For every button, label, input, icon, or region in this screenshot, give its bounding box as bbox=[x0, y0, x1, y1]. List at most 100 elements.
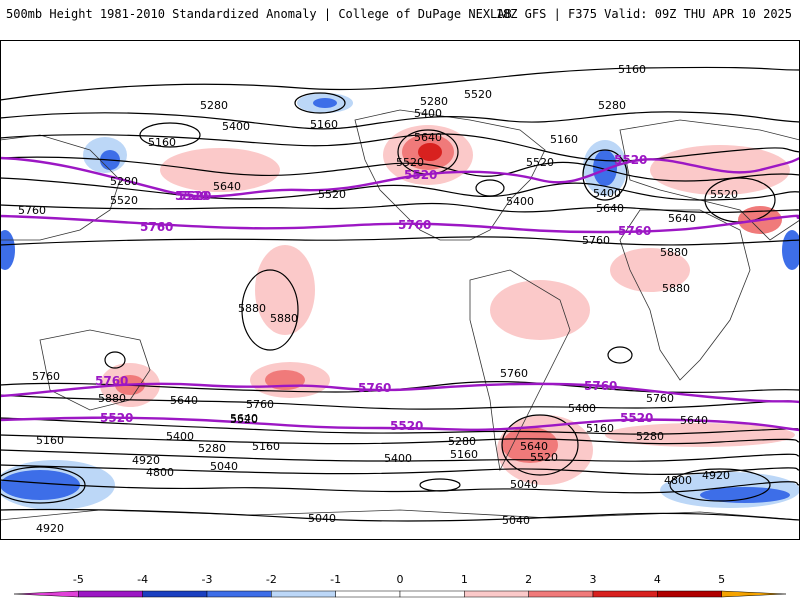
contour-label: 5520 bbox=[396, 156, 424, 169]
contour-line bbox=[0, 156, 800, 182]
contour-line bbox=[0, 66, 800, 101]
model-run-info: 18Z GFS | F375 Valid: 09Z THU APR 10 202… bbox=[495, 7, 792, 21]
highlight-label: 5520 bbox=[404, 168, 437, 182]
contour-label: 5280 bbox=[636, 430, 664, 443]
colorbar-segment bbox=[78, 590, 143, 598]
contour-label: 5520 bbox=[526, 156, 554, 169]
anomaly-neg-far-sw-core bbox=[0, 470, 80, 500]
anomaly-neg-far-se-core bbox=[700, 487, 790, 503]
coast-africa bbox=[619, 209, 751, 381]
contour-5760-north bbox=[0, 214, 800, 234]
contour-label: 5520 bbox=[110, 194, 138, 207]
contour-label: 5880 bbox=[662, 282, 690, 295]
anomaly-pos-atl-trop bbox=[490, 280, 590, 340]
colorbar-segment bbox=[528, 590, 594, 598]
contour-label: 5400 bbox=[384, 452, 412, 465]
contour-label: 5280 bbox=[198, 442, 226, 455]
contour-label: 5040 bbox=[210, 460, 238, 473]
colorbar-arrow-min bbox=[13, 590, 79, 598]
colorbar-tick-label: 2 bbox=[525, 573, 532, 586]
coast-asia-west bbox=[0, 134, 121, 241]
contour-label: 5880 bbox=[238, 302, 266, 315]
contour-label: 5640 bbox=[414, 131, 442, 144]
anomaly-pos-pac bbox=[160, 148, 280, 192]
contour-closed bbox=[501, 414, 579, 476]
map-background bbox=[0, 40, 800, 540]
contour-closed bbox=[139, 122, 201, 148]
anomaly-neg-north-core bbox=[313, 98, 337, 108]
coast-eurasia bbox=[619, 119, 800, 241]
contour-label: 5160 bbox=[36, 434, 64, 447]
highlight-label: 5520 bbox=[614, 153, 647, 167]
coastlines bbox=[0, 109, 800, 521]
colorbar-tick-label: -3 bbox=[202, 573, 213, 586]
highlight-label: 5760 bbox=[140, 220, 173, 234]
contour-label: 4920 bbox=[132, 454, 160, 467]
contour-line bbox=[0, 434, 800, 445]
contour-closed bbox=[607, 346, 633, 364]
contour-label: 4800 bbox=[146, 466, 174, 479]
highlight-label: 5520 bbox=[620, 411, 653, 425]
contour-label: 5760 bbox=[32, 370, 60, 383]
contour-line bbox=[0, 177, 800, 201]
contour-5520-south bbox=[0, 416, 800, 432]
contour-label: 5640 bbox=[668, 212, 696, 225]
contour-label: 5640 bbox=[520, 440, 548, 453]
colorbar-segment bbox=[464, 590, 529, 598]
contour-label: 5640 bbox=[596, 202, 624, 215]
contour-label: 5280 bbox=[200, 99, 228, 112]
contour-label: 5520 bbox=[530, 451, 558, 464]
contour-line bbox=[0, 464, 800, 475]
contour-label: 5400 bbox=[222, 120, 250, 133]
map-title: 500mb Height 1981-2010 Standardized Anom… bbox=[6, 7, 512, 21]
contour-line bbox=[0, 111, 800, 130]
contour-line bbox=[0, 236, 800, 246]
contour-label: 5280 bbox=[598, 99, 626, 112]
contour-closed bbox=[104, 351, 126, 369]
colorbar-segment bbox=[399, 590, 465, 598]
contour-line bbox=[0, 479, 800, 494]
contour-line bbox=[0, 394, 800, 410]
contour-label: 5760 bbox=[246, 398, 274, 411]
coast-north-america bbox=[354, 109, 546, 241]
contour-label: 4920 bbox=[36, 522, 64, 535]
contour-closed bbox=[582, 149, 628, 201]
contour-label: 5880 bbox=[270, 312, 298, 325]
highlight-label: 5520 bbox=[390, 419, 423, 433]
contour-label: 5520 bbox=[318, 188, 346, 201]
contour-line bbox=[0, 449, 800, 462]
contour-closed bbox=[475, 179, 505, 197]
contour-label: 5160 bbox=[586, 422, 614, 435]
colorbar-tick-label: -4 bbox=[137, 573, 148, 586]
highlight-labels: 5520 5760 5520 5760 5520 5760 5760 5520 … bbox=[95, 153, 653, 433]
colorbar-segment bbox=[335, 590, 401, 598]
contour-label: 5880 bbox=[660, 246, 688, 259]
contour-label: 5160 bbox=[450, 448, 478, 461]
colorbar-segment bbox=[657, 590, 722, 598]
contour-label: 5880 bbox=[98, 392, 126, 405]
contour-label: 5400 bbox=[506, 195, 534, 208]
contour-label: 5400 bbox=[568, 402, 596, 415]
contour-line bbox=[0, 202, 800, 214]
contour-label: 5040 bbox=[510, 478, 538, 491]
highlight-label: 5760 bbox=[584, 379, 617, 393]
colorbar-segment bbox=[592, 590, 658, 598]
contour-closed bbox=[241, 269, 299, 351]
contour-label: 5160 bbox=[252, 440, 280, 453]
contour-label: 5760 bbox=[18, 204, 46, 217]
colorbar-segment bbox=[142, 590, 208, 598]
colorbar-tick-label: 0 bbox=[397, 573, 404, 586]
coast-south-america bbox=[469, 269, 571, 472]
colorbar-tick-label: -1 bbox=[330, 573, 341, 586]
colorbar-ticks: -5 -4 -3 -2 -1 0 1 2 3 4 5 bbox=[73, 573, 725, 586]
contour-label: 5640 bbox=[680, 414, 708, 427]
contour-label: 5520 bbox=[464, 88, 492, 101]
highlight-label: 5760 bbox=[398, 218, 431, 232]
anomaly-pos-africa bbox=[610, 248, 690, 292]
contour-closed bbox=[0, 466, 86, 504]
anomaly-neg-atl-core bbox=[593, 150, 617, 186]
contour-label: 5760 bbox=[646, 392, 674, 405]
contour-label: 5160 bbox=[618, 63, 646, 76]
contour-closed bbox=[419, 478, 461, 492]
colorbar-tick-label: 4 bbox=[654, 573, 661, 586]
